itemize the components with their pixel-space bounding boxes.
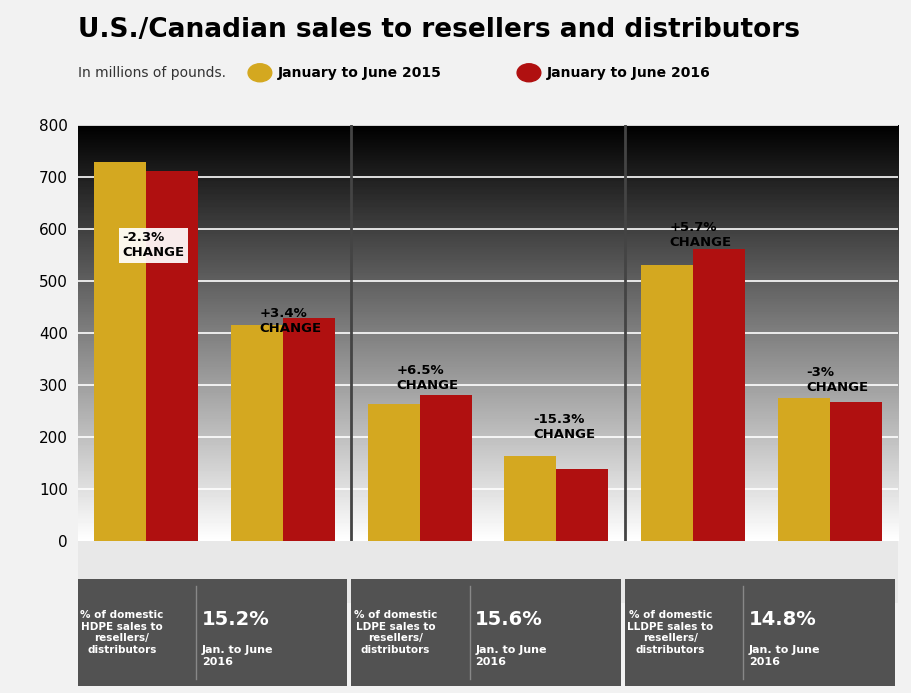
Bar: [230, 325, 282, 541]
Text: U.S./Canadian sales to resellers and distributors: U.S./Canadian sales to resellers and dis…: [77, 17, 799, 44]
Text: Jan. to June
2016: Jan. to June 2016: [475, 645, 547, 667]
Bar: [419, 395, 471, 541]
Text: -2.3%
CHANGE: -2.3% CHANGE: [122, 231, 185, 259]
Text: +5.7%
CHANGE: +5.7% CHANGE: [669, 221, 732, 249]
Text: % of domestic
LLDPE sales to
resellers/
distributors: % of domestic LLDPE sales to resellers/ …: [627, 610, 713, 655]
Bar: [94, 162, 146, 541]
Text: In millions of pounds.: In millions of pounds.: [77, 66, 225, 80]
Text: +6.5%
CHANGE: +6.5% CHANGE: [395, 364, 458, 392]
Bar: [640, 265, 692, 541]
Text: 15.6%: 15.6%: [475, 610, 542, 629]
Text: Jan. to June
2016: Jan. to June 2016: [201, 645, 273, 667]
Text: January to June 2015: January to June 2015: [278, 66, 442, 80]
Text: % of domestic
HDPE sales to
resellers/
distributors: % of domestic HDPE sales to resellers/ d…: [80, 610, 163, 655]
Bar: [829, 402, 881, 541]
Text: -3%
CHANGE: -3% CHANGE: [805, 367, 868, 394]
Bar: [777, 398, 829, 541]
Text: -15.3%
CHANGE: -15.3% CHANGE: [532, 413, 595, 441]
Bar: [282, 317, 334, 541]
Bar: [504, 456, 556, 541]
Text: % of domestic
LDPE sales to
resellers/
distributors: % of domestic LDPE sales to resellers/ d…: [353, 610, 436, 655]
Text: 15.2%: 15.2%: [201, 610, 269, 629]
Text: Jan. to June
2016: Jan. to June 2016: [748, 645, 820, 667]
Bar: [367, 404, 419, 541]
Text: +3.4%
CHANGE: +3.4% CHANGE: [259, 306, 322, 335]
Bar: [146, 171, 198, 541]
Bar: [692, 249, 744, 541]
Bar: [556, 468, 608, 541]
Text: January to June 2016: January to June 2016: [547, 66, 711, 80]
Text: 14.8%: 14.8%: [748, 610, 815, 629]
